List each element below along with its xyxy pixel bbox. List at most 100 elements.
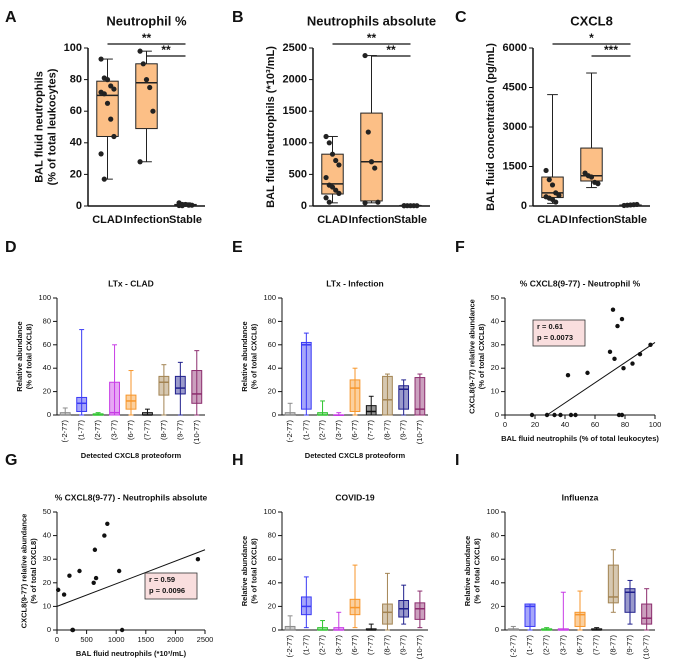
annotation-box <box>144 572 198 600</box>
data-point <box>98 151 104 157</box>
y-tick-label: 1500 <box>503 160 527 172</box>
x-axis-label: Detected CXCL8 proteoform <box>81 451 182 460</box>
y-tick-label: 40 <box>491 316 499 325</box>
x-tick-label: 1500 <box>137 635 154 644</box>
data-point <box>558 412 563 418</box>
y-axis-label: BAL fluid neutrophils (*10³/mL) <box>265 46 277 208</box>
y-tick-label: 40 <box>43 363 51 372</box>
x-tick-label: Infection <box>569 214 615 226</box>
data-point <box>91 580 96 585</box>
y-tick-label: 1500 <box>283 105 307 117</box>
y-tick-label: 50 <box>43 507 51 516</box>
y-tick-label: 80 <box>268 316 276 325</box>
data-point <box>368 159 375 165</box>
data-point <box>553 199 559 205</box>
y-tick-label: 40 <box>70 137 82 149</box>
data-point <box>556 192 562 199</box>
data-point <box>362 200 368 206</box>
y-tick-label: 2000 <box>283 74 307 86</box>
x-tick-label: (6-77) <box>575 635 584 656</box>
data-point <box>137 159 143 165</box>
data-point <box>104 100 111 106</box>
x-tick-label: (6-77) <box>350 635 359 656</box>
x-tick-label: (8-77) <box>608 635 617 656</box>
x-tick-label: (-2-77) <box>285 635 294 658</box>
y-tick-label: 40 <box>268 578 276 587</box>
x-tick-label: (3-77) <box>558 635 567 656</box>
box <box>300 341 312 410</box>
panel-title: % CXCL8(9-77) - Neutrophil % <box>520 278 641 288</box>
data-point <box>67 573 72 578</box>
data-point <box>529 412 535 418</box>
y-tick-label: 20 <box>43 578 51 587</box>
y-axis-label: CXCL8(9-77) relative abundance <box>20 514 29 629</box>
y-tick-label: 80 <box>268 531 276 540</box>
x-tick-label: (1-77) <box>525 635 534 656</box>
x-tick-label: (-2-77) <box>285 420 294 443</box>
data-point <box>119 627 125 633</box>
y-axis-label: (% of total CXCL8) <box>250 323 259 389</box>
significance-label: ** <box>367 31 377 45</box>
y-axis-label: (% of total CXCL8) <box>25 323 34 389</box>
y-axis-label: BAL fluid neutrophils <box>34 71 46 183</box>
y-tick-label: 0 <box>47 410 51 419</box>
panel-letter: B <box>232 9 244 26</box>
y-tick-label: 60 <box>268 554 276 563</box>
box <box>398 385 410 410</box>
y-tick-label: 80 <box>491 531 499 540</box>
y-tick-label: 100 <box>263 293 276 302</box>
significance-label: ** <box>386 43 396 57</box>
data-point <box>61 592 67 597</box>
y-tick-label: 100 <box>38 293 51 302</box>
data-point <box>588 174 595 180</box>
x-tick-label: (2-77) <box>318 420 327 441</box>
box <box>109 381 120 416</box>
data-point <box>70 627 76 633</box>
data-point <box>619 412 625 418</box>
data-point <box>108 116 114 122</box>
data-point <box>329 151 336 157</box>
panel-title: % CXCL8(9-77) - Neutrophils absolute <box>55 492 208 502</box>
x-tick-label: (9-77) <box>175 420 184 441</box>
fit-line <box>546 342 656 416</box>
x-tick-label: (2-77) <box>93 420 102 441</box>
data-point <box>108 83 114 89</box>
data-point <box>140 61 146 67</box>
panel-title: LTx - CLAD <box>108 278 154 288</box>
y-axis-label: Relative abundance <box>240 536 249 606</box>
y-tick-label: 100 <box>64 42 82 54</box>
y-tick-label: 0 <box>301 200 307 212</box>
y-tick-label: 20 <box>268 601 276 610</box>
x-tick-label: (7-77) <box>366 420 375 441</box>
x-tick-label: 20 <box>531 420 539 429</box>
x-axis-label: BAL fluid neutrophils (*10³/mL) <box>76 649 187 658</box>
data-point <box>610 307 616 312</box>
y-tick-label: 50 <box>491 293 499 302</box>
y-tick-label: 100 <box>263 507 276 516</box>
y-tick-label: 0 <box>272 625 276 634</box>
data-point <box>111 86 117 92</box>
y-tick-label: 0 <box>495 410 499 419</box>
significance-label: * <box>589 31 594 45</box>
x-tick-label: CLAD <box>92 214 123 226</box>
data-point <box>104 77 111 83</box>
annotation: p = 0.0096 <box>149 586 185 595</box>
data-point <box>585 370 590 376</box>
y-axis-label: (% of total CXCL8) <box>477 323 486 389</box>
panel-title: Influenza <box>562 492 599 502</box>
box <box>382 603 393 625</box>
x-tick-label: 0 <box>503 420 507 429</box>
box <box>641 603 653 625</box>
y-tick-label: 80 <box>70 74 82 86</box>
y-tick-label: 4500 <box>503 81 527 93</box>
data-point <box>102 533 107 538</box>
y-axis-label: CXCL8(9-77) relative abundance <box>468 299 477 414</box>
data-point <box>101 176 107 182</box>
y-tick-label: 10 <box>43 601 51 610</box>
y-axis-label: (% of total CXCL8) <box>29 538 38 604</box>
x-tick-label: (3-77) <box>334 635 343 656</box>
x-tick-label: (6-77) <box>126 420 135 441</box>
panel-letter: C <box>455 9 467 26</box>
data-point <box>189 202 195 208</box>
